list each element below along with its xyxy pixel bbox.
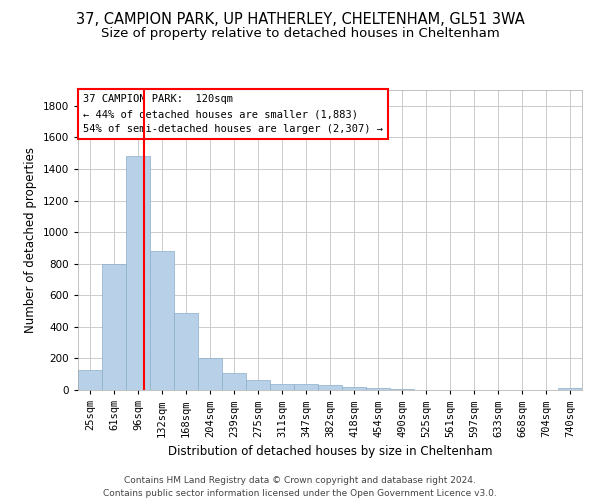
Bar xyxy=(342,387,366,390)
Bar xyxy=(318,386,342,390)
Bar xyxy=(294,384,318,390)
Bar xyxy=(78,370,102,390)
Text: Size of property relative to detached houses in Cheltenham: Size of property relative to detached ho… xyxy=(101,28,499,40)
Text: 37, CAMPION PARK, UP HATHERLEY, CHELTENHAM, GL51 3WA: 37, CAMPION PARK, UP HATHERLEY, CHELTENH… xyxy=(76,12,524,28)
Bar xyxy=(222,374,246,390)
Bar xyxy=(270,384,294,390)
Bar xyxy=(126,156,150,390)
Y-axis label: Number of detached properties: Number of detached properties xyxy=(24,147,37,333)
Bar xyxy=(174,312,198,390)
Bar xyxy=(558,388,582,390)
Bar xyxy=(390,388,414,390)
Bar xyxy=(198,358,222,390)
Text: 37 CAMPION PARK:  120sqm
← 44% of detached houses are smaller (1,883)
54% of sem: 37 CAMPION PARK: 120sqm ← 44% of detache… xyxy=(83,94,383,134)
Bar xyxy=(102,264,126,390)
Bar xyxy=(366,388,390,390)
X-axis label: Distribution of detached houses by size in Cheltenham: Distribution of detached houses by size … xyxy=(168,445,492,458)
Bar xyxy=(150,251,174,390)
Text: Contains HM Land Registry data © Crown copyright and database right 2024.
Contai: Contains HM Land Registry data © Crown c… xyxy=(103,476,497,498)
Bar xyxy=(246,380,270,390)
